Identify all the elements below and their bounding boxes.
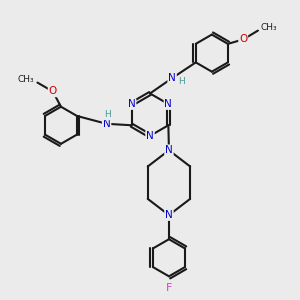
Text: N: N	[164, 99, 172, 109]
Text: N: N	[103, 119, 110, 129]
Text: N: N	[128, 99, 136, 109]
Text: CH₃: CH₃	[18, 74, 34, 83]
Text: N: N	[165, 210, 173, 220]
Text: N: N	[146, 131, 154, 141]
Text: O: O	[49, 86, 57, 96]
Text: N: N	[165, 145, 173, 155]
Text: N: N	[168, 73, 176, 83]
Text: CH₃: CH₃	[261, 23, 278, 32]
Text: F: F	[166, 283, 172, 292]
Text: H: H	[178, 76, 185, 85]
Text: O: O	[239, 34, 247, 44]
Text: H: H	[104, 110, 111, 119]
